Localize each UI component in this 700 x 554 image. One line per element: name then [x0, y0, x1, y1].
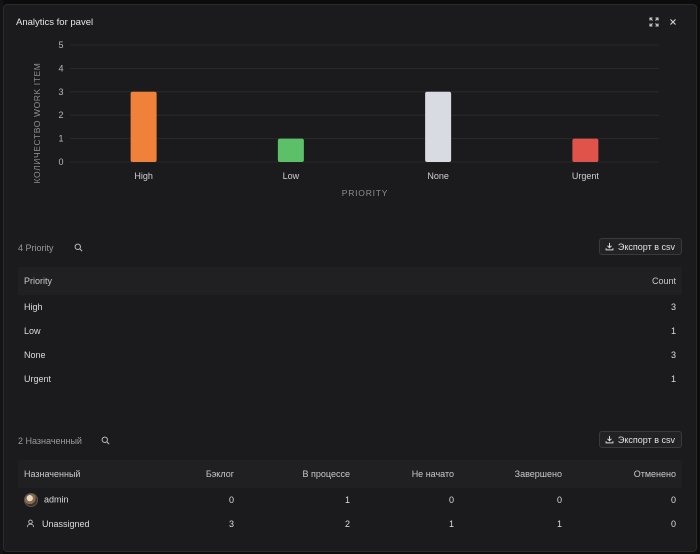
avatar	[24, 493, 38, 507]
priority-cell: Urgent	[24, 374, 52, 384]
download-icon	[605, 242, 614, 251]
table-row: Low 1	[18, 319, 682, 343]
y-tick-label: 4	[58, 63, 63, 73]
table-row: admin 0 1 0 0 0	[18, 488, 682, 512]
assignee-table: Назначенный Бэклог В процессе Не начато …	[18, 460, 682, 536]
y-tick-label: 3	[58, 87, 63, 97]
priority-table: Priority Count High 3 Low 1 None 3 Urgen…	[18, 267, 682, 391]
in-progress-cell: 2	[344, 519, 350, 529]
priority-section-header: 4 Priority Экспорт в csv	[18, 238, 682, 258]
priority-cell: High	[24, 302, 43, 312]
assignee-cell: Unassigned	[18, 519, 132, 530]
expand-icon	[649, 17, 659, 27]
table-row: Unassigned 3 2 1 1 0	[18, 512, 682, 536]
x-tick-label: Urgent	[572, 171, 600, 181]
x-tick-label: Low	[283, 171, 300, 181]
x-tick-label: High	[134, 171, 153, 181]
x-axis-label: PRIORITY	[342, 188, 389, 198]
count-cell: 3	[670, 302, 676, 312]
priority-bar-chart: 0 1 2 3 4 5 High Low None Urgent КОЛИЧЕСТВО WORK …	[4, 35, 696, 215]
assignee-export-csv-button[interactable]: Экспорт в csv	[598, 431, 682, 448]
count-cell: 1	[670, 374, 676, 384]
assignee-search-button[interactable]	[100, 435, 111, 446]
modal-header: Analytics for pavel	[4, 5, 696, 35]
priority-cell: None	[24, 350, 46, 360]
assignee-name: admin	[44, 494, 69, 505]
column-header-in-progress: В процессе	[302, 469, 350, 479]
modal-title: Analytics for pavel	[16, 17, 94, 28]
y-tick-label: 0	[58, 157, 63, 167]
done-cell: 0	[556, 495, 562, 505]
column-header-count: Count	[651, 276, 676, 286]
priority-search-button[interactable]	[73, 242, 84, 253]
search-icon	[101, 436, 110, 445]
table-row: High 3	[18, 295, 682, 319]
priority-cell: Low	[24, 326, 41, 336]
y-axis-label: КОЛИЧЕСТВО WORK ITEM	[32, 63, 42, 184]
priority-count-label: 4 Priority	[18, 243, 54, 253]
table-header-row: Priority Count	[18, 267, 682, 295]
not-started-cell: 1	[448, 519, 454, 529]
in-progress-cell: 1	[344, 495, 350, 505]
table-header-row: Назначенный Бэклог В процессе Не начато …	[18, 460, 682, 488]
user-icon	[26, 519, 36, 529]
download-icon	[605, 435, 614, 444]
bar-high[interactable]	[130, 91, 157, 162]
done-cell: 1	[556, 519, 562, 529]
bar-none[interactable]	[425, 91, 452, 162]
y-tick-label: 1	[58, 134, 63, 144]
column-header-priority: Priority	[24, 276, 53, 286]
export-label: Экспорт в csv	[617, 241, 675, 252]
column-header-cancelled: Отменено	[633, 469, 676, 479]
assignee-name: Unassigned	[42, 518, 90, 529]
x-tick-label: None	[427, 171, 449, 181]
cancelled-cell: 0	[670, 495, 676, 505]
bar-low[interactable]	[277, 138, 304, 162]
y-tick-label: 2	[58, 110, 63, 120]
chart-canvas: 0 1 2 3 4 5 High Low None Urgent КОЛИЧЕСТВО WORK …	[32, 40, 659, 198]
assignee-cell: admin	[18, 493, 132, 507]
column-header-backlog: Бэклог	[205, 469, 234, 479]
close-icon	[670, 19, 676, 25]
analytics-modal: Analytics for pavel 0 1 2 3 4 5 High Low None Urg…	[3, 4, 697, 552]
y-tick-label: 5	[58, 40, 63, 50]
backlog-cell: 0	[228, 495, 234, 505]
backlog-cell: 3	[228, 519, 234, 529]
export-label: Экспорт в csv	[617, 434, 675, 445]
priority-export-csv-button[interactable]: Экспорт в csv	[598, 238, 682, 255]
search-icon	[74, 243, 83, 252]
column-header-assignee: Назначенный	[24, 469, 81, 479]
count-cell: 3	[670, 350, 676, 360]
count-cell: 1	[670, 326, 676, 336]
table-row: None 3	[18, 343, 682, 367]
bar-urgent[interactable]	[572, 138, 599, 162]
expand-button[interactable]	[647, 15, 661, 29]
table-row: Urgent 1	[18, 367, 682, 391]
cancelled-cell: 0	[670, 519, 676, 529]
not-started-cell: 0	[448, 495, 454, 505]
background-edge	[0, 0, 3, 554]
assignee-count-label: 2 Назначенный	[18, 436, 82, 446]
close-button[interactable]	[666, 15, 680, 29]
assignee-section-header: 2 Назначенный Экспорт в csv	[18, 431, 682, 451]
column-header-not-started: Не начато	[411, 469, 454, 479]
column-header-done: Завершено	[514, 469, 562, 479]
